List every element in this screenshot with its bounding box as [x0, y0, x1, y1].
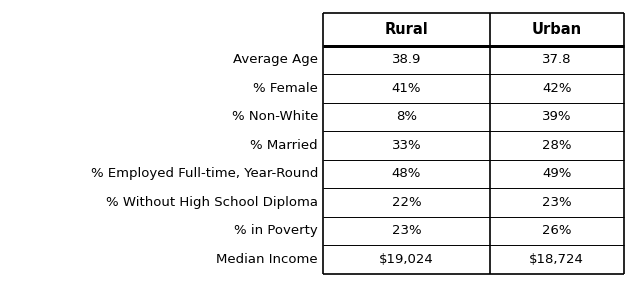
Text: % in Poverty: % in Poverty — [234, 224, 318, 237]
Text: 39%: 39% — [542, 110, 572, 123]
Text: 8%: 8% — [396, 110, 417, 123]
Text: 23%: 23% — [392, 224, 421, 237]
Text: Median Income: Median Income — [216, 253, 318, 266]
Text: 41%: 41% — [392, 82, 421, 95]
Text: 28%: 28% — [542, 139, 572, 152]
Text: Rural: Rural — [385, 22, 428, 37]
Text: % Without High School Diploma: % Without High School Diploma — [106, 196, 318, 209]
Text: 49%: 49% — [542, 167, 572, 180]
Text: $19,024: $19,024 — [379, 253, 434, 266]
Text: 23%: 23% — [542, 196, 572, 209]
Text: % Married: % Married — [250, 139, 318, 152]
Text: Urban: Urban — [532, 22, 582, 37]
Text: % Employed Full-time, Year-Round: % Employed Full-time, Year-Round — [91, 167, 318, 180]
Text: 37.8: 37.8 — [542, 53, 572, 66]
Text: 48%: 48% — [392, 167, 421, 180]
Text: % Female: % Female — [253, 82, 318, 95]
Text: $18,724: $18,724 — [529, 253, 584, 266]
Text: 38.9: 38.9 — [392, 53, 421, 66]
Text: Average Age: Average Age — [233, 53, 318, 66]
Text: 33%: 33% — [392, 139, 421, 152]
Text: 42%: 42% — [542, 82, 572, 95]
Text: 22%: 22% — [392, 196, 421, 209]
Text: % Non-White: % Non-White — [232, 110, 318, 123]
Text: 26%: 26% — [542, 224, 572, 237]
